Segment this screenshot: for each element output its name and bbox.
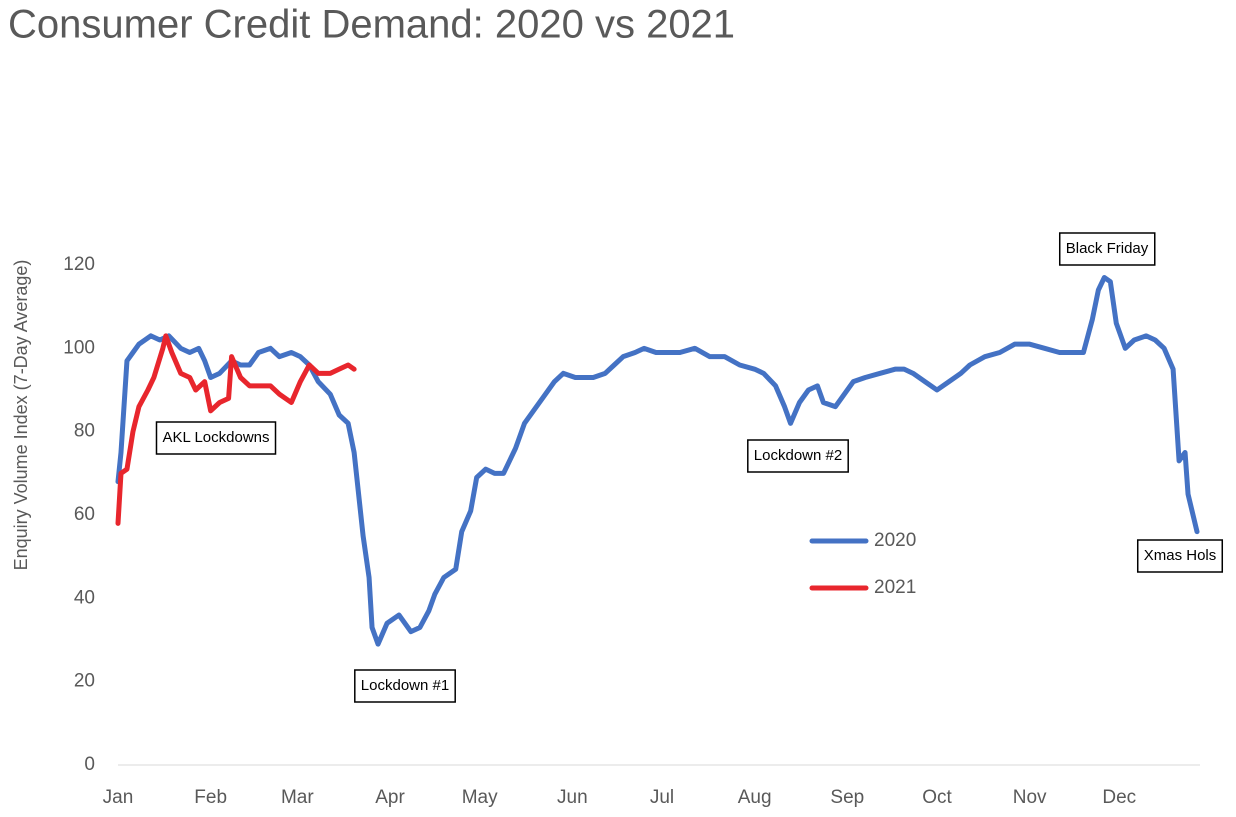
- annotation: AKL Lockdowns: [162, 429, 269, 446]
- y-tick-label: 60: [74, 504, 95, 525]
- chart-title: Consumer Credit Demand: 2020 vs 2021: [8, 3, 735, 47]
- y-tick-label: 0: [84, 754, 95, 775]
- x-tick-label: Jul: [650, 787, 674, 808]
- x-tick-label: Apr: [375, 787, 405, 808]
- series-line: [115, 333, 357, 526]
- x-tick-label: Aug: [738, 787, 772, 808]
- y-tick-label: 80: [74, 421, 95, 442]
- y-tick-label: 100: [63, 337, 95, 358]
- annotation: Xmas Hols: [1144, 547, 1217, 564]
- x-tick-label: Jun: [557, 787, 588, 808]
- y-tick-label: 40: [74, 587, 95, 608]
- y-tick-label: 120: [63, 254, 95, 275]
- y-axis-label: Enquiry Volume Index (7-Day Average): [11, 260, 31, 571]
- annotation-box: [1136, 539, 1224, 573]
- annotation-box: [155, 421, 277, 455]
- x-tick-label: Sep: [830, 787, 864, 808]
- series-line: [115, 275, 1200, 647]
- annotation: Black Friday: [1066, 240, 1149, 257]
- annotation-box: [354, 669, 456, 703]
- x-tick-label: Oct: [922, 787, 952, 808]
- annotation-box: [1058, 232, 1156, 266]
- annotation: Lockdown #2: [754, 447, 842, 464]
- x-tick-label: Mar: [281, 787, 314, 808]
- legend-label: 2020: [874, 530, 916, 551]
- y-tick-label: 20: [74, 671, 95, 692]
- x-tick-label: Dec: [1102, 787, 1136, 808]
- x-tick-label: Jan: [103, 787, 134, 808]
- annotation: Lockdown #1: [361, 677, 449, 694]
- x-tick-label: May: [462, 787, 498, 808]
- x-tick-label: Nov: [1013, 787, 1047, 808]
- annotation-box: [747, 439, 849, 473]
- legend-label: 2021: [874, 577, 916, 598]
- x-tick-label: Feb: [194, 787, 227, 808]
